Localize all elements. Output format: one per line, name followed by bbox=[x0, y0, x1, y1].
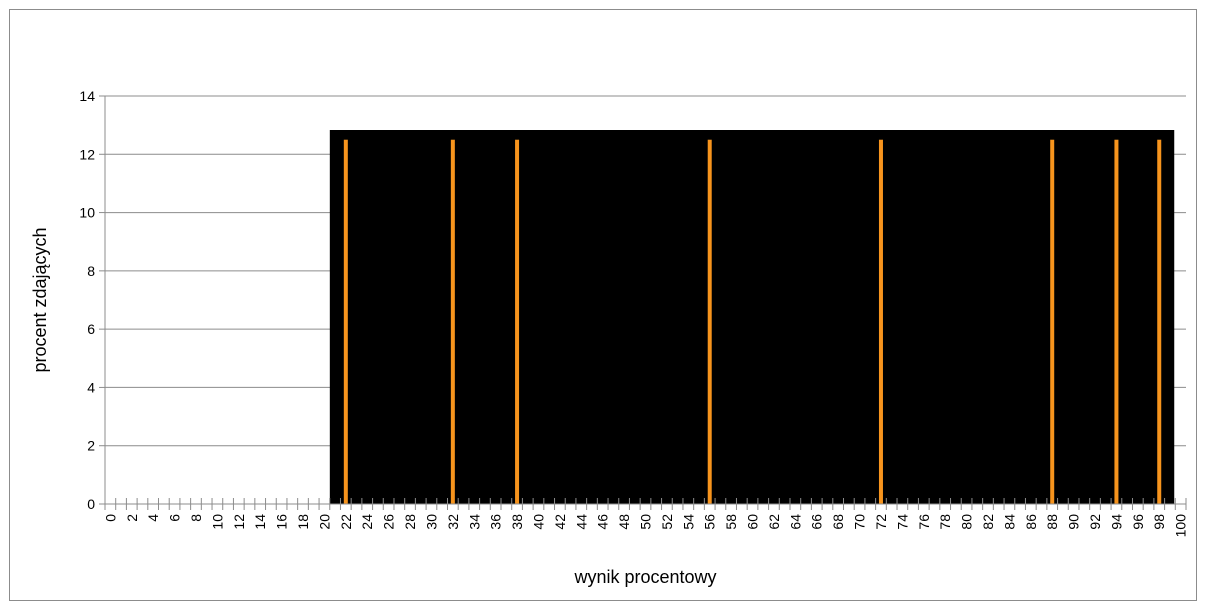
x-tick-label: 20 bbox=[316, 514, 332, 530]
bar-x-32 bbox=[450, 139, 455, 504]
bar-x-72 bbox=[878, 139, 883, 504]
x-tick-label: 54 bbox=[680, 514, 696, 530]
x-tick-label: 82 bbox=[980, 514, 996, 530]
y-tick-label: 2 bbox=[87, 438, 95, 454]
x-tick-label: 64 bbox=[787, 514, 803, 530]
x-tick-label: 80 bbox=[959, 514, 975, 530]
x-tick-label: 36 bbox=[488, 514, 504, 530]
x-tick-label: 48 bbox=[616, 514, 632, 530]
y-tick-label: 12 bbox=[79, 146, 95, 162]
x-tick-label: 84 bbox=[1001, 514, 1017, 530]
x-tick-label: 40 bbox=[530, 514, 546, 530]
x-tick-label: 26 bbox=[381, 514, 397, 530]
x-tick-label: 16 bbox=[274, 514, 290, 530]
y-axis-title: procent zdających bbox=[30, 227, 50, 372]
x-tick-label: 14 bbox=[252, 514, 268, 530]
x-tick-label: 32 bbox=[445, 514, 461, 530]
x-tick-label: 10 bbox=[209, 514, 225, 530]
x-tick-label: 100 bbox=[1173, 514, 1189, 538]
x-tick-label: 50 bbox=[638, 514, 654, 530]
x-tick-label: 46 bbox=[595, 514, 611, 530]
x-tick-label: 6 bbox=[167, 514, 183, 522]
x-tick-label: 8 bbox=[188, 514, 204, 522]
bar-x-56 bbox=[707, 139, 712, 504]
x-tick-label: 58 bbox=[723, 514, 739, 530]
bar-x-22 bbox=[343, 139, 348, 504]
x-tick-label: 24 bbox=[359, 514, 375, 530]
x-tick-label: 62 bbox=[766, 514, 782, 530]
x-tick-label: 42 bbox=[552, 514, 568, 530]
x-tick-label: 72 bbox=[873, 514, 889, 530]
x-tick-label: 92 bbox=[1087, 514, 1103, 530]
y-tick-label: 10 bbox=[79, 205, 95, 221]
bar-x-98 bbox=[1157, 139, 1162, 504]
x-tick-label: 78 bbox=[937, 514, 953, 530]
x-tick-label: 66 bbox=[809, 514, 825, 530]
x-tick-label: 96 bbox=[1130, 514, 1146, 530]
y-tick-label: 0 bbox=[87, 496, 95, 512]
x-tick-label: 94 bbox=[1108, 514, 1124, 530]
x-tick-label: 0 bbox=[102, 514, 118, 522]
x-tick-label: 86 bbox=[1023, 514, 1039, 530]
x-tick-label: 38 bbox=[509, 514, 525, 530]
y-tick-label: 8 bbox=[87, 263, 95, 279]
y-tick-label: 6 bbox=[87, 321, 95, 337]
x-tick-label: 28 bbox=[402, 514, 418, 530]
bar-x-94 bbox=[1114, 139, 1119, 504]
x-tick-label: 30 bbox=[423, 514, 439, 530]
x-tick-label: 60 bbox=[745, 514, 761, 530]
bar-x-88 bbox=[1050, 139, 1055, 504]
x-tick-label: 22 bbox=[338, 514, 354, 530]
x-tick-label: 76 bbox=[916, 514, 932, 530]
x-tick-label: 88 bbox=[1044, 514, 1060, 530]
x-tick-label: 2 bbox=[124, 514, 140, 522]
y-tick-label: 14 bbox=[79, 88, 95, 104]
bar-x-38 bbox=[515, 139, 520, 504]
plot-background-region bbox=[329, 130, 1175, 504]
x-tick-label: 98 bbox=[1151, 514, 1167, 530]
x-tick-label: 44 bbox=[573, 514, 589, 530]
x-tick-label: 70 bbox=[852, 514, 868, 530]
x-tick-label: 4 bbox=[145, 514, 161, 522]
x-tick-label: 34 bbox=[466, 514, 482, 530]
x-tick-label: 68 bbox=[830, 514, 846, 530]
x-tick-label: 90 bbox=[1066, 514, 1082, 530]
x-axis-title: wynik procentowy bbox=[573, 567, 716, 587]
x-tick-label: 74 bbox=[894, 514, 910, 530]
y-tick-label: 4 bbox=[87, 379, 95, 395]
x-tick-label: 52 bbox=[659, 514, 675, 530]
x-tick-label: 12 bbox=[231, 514, 247, 530]
x-tick-label: 56 bbox=[702, 514, 718, 530]
x-tick-label: 18 bbox=[295, 514, 311, 530]
